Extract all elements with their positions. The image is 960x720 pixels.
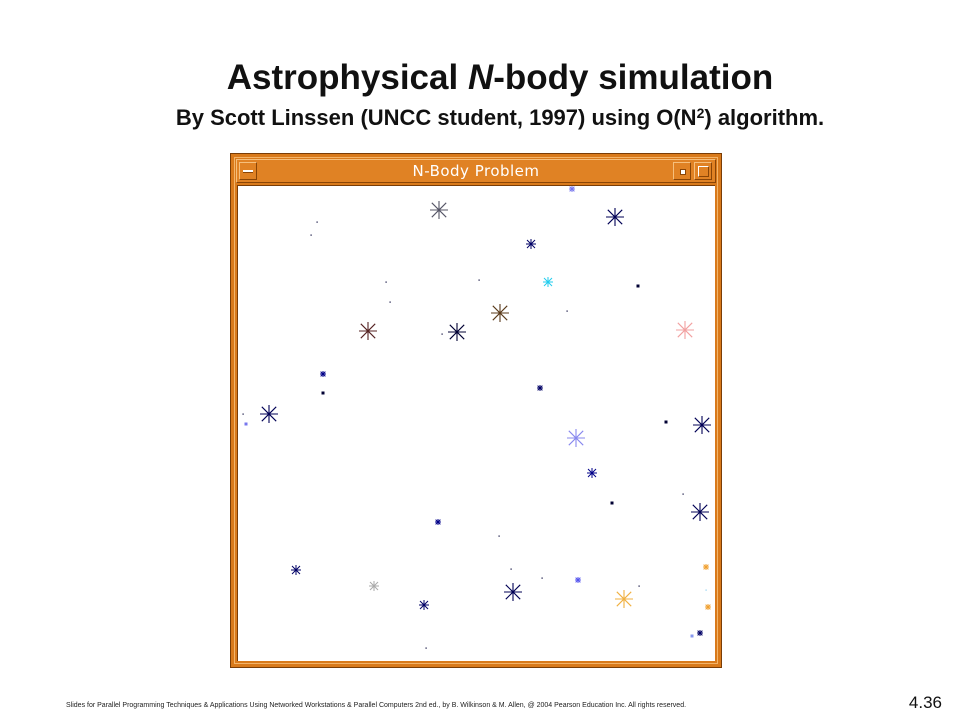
- body-star-large: [691, 503, 709, 521]
- simulation-svg: [242, 186, 711, 649]
- body-star-large: [606, 208, 624, 226]
- body-square: [664, 420, 668, 424]
- window-titlebar[interactable]: N-Body Problem: [236, 159, 716, 183]
- body-star-large: [567, 429, 585, 447]
- body-star-large: [359, 322, 377, 340]
- simulation-canvas: [237, 185, 715, 661]
- body-square: [321, 391, 325, 395]
- body-star-large: [504, 583, 522, 601]
- body-star-large: [693, 416, 711, 434]
- body-dot: [566, 310, 568, 312]
- body-dot: [441, 333, 443, 335]
- body-dot: [425, 647, 427, 649]
- slide-footer: Slides for Parallel Programming Techniqu…: [66, 702, 687, 709]
- body-star-small: [697, 630, 703, 636]
- title-suffix: -body simulation: [493, 58, 774, 97]
- window-maximize-button[interactable]: [694, 162, 712, 180]
- body-star-small: [320, 371, 326, 377]
- title-prefix: Astrophysical: [226, 58, 468, 97]
- body-star-large: [676, 321, 694, 339]
- window-frame: [234, 157, 718, 664]
- body-star-small: [435, 519, 441, 525]
- body-star-small: [575, 577, 581, 583]
- body-star-small: [569, 186, 575, 192]
- body-star-large: [448, 323, 466, 341]
- body-square: [636, 284, 640, 288]
- body-star-medium: [543, 277, 553, 287]
- body-star-large: [430, 201, 448, 219]
- slide-subtitle: By Scott Linssen (UNCC student, 1997) us…: [0, 103, 960, 133]
- body-star-small: [705, 604, 711, 610]
- body-star-medium: [587, 468, 597, 478]
- body-star-large: [491, 304, 509, 322]
- body-dot: [498, 535, 500, 537]
- body-square: [244, 422, 248, 426]
- body-dot: [478, 279, 480, 281]
- body-dot: [385, 281, 387, 283]
- body-dot: [541, 577, 543, 579]
- body-dot: [682, 493, 684, 495]
- body-dot: [510, 568, 512, 570]
- body-dot: [638, 585, 640, 587]
- slide-title: Astrophysical N-body simulation: [0, 56, 960, 100]
- body-dot: [242, 413, 244, 415]
- window-minimize-button[interactable]: [673, 162, 691, 180]
- body-star-medium: [291, 565, 301, 575]
- subtitle-superscript: 2: [696, 105, 705, 121]
- subtitle-suffix: ) algorithm.: [704, 105, 825, 130]
- body-square: [690, 634, 694, 638]
- body-star-medium: [419, 600, 429, 610]
- body-dot: [310, 234, 312, 236]
- body-square: [610, 501, 614, 505]
- body-star-small: [703, 564, 709, 570]
- body-star-medium: [526, 239, 536, 249]
- body-star-large: [260, 405, 278, 423]
- body-star-small: [537, 385, 543, 391]
- title-italic-n: N: [467, 58, 494, 97]
- body-dot: [389, 301, 391, 303]
- subtitle-prefix: By Scott Linssen (UNCC student, 1997) us…: [175, 105, 697, 130]
- body-star-medium: [369, 581, 379, 591]
- slide-number: 4.36: [908, 693, 942, 712]
- nbody-window[interactable]: N-Body Problem: [230, 153, 722, 668]
- body-dot: [705, 589, 707, 591]
- window-menu-button[interactable]: [239, 162, 257, 180]
- body-dot: [316, 221, 318, 223]
- window-title: N-Body Problem: [412, 162, 540, 180]
- body-star-large: [615, 590, 633, 608]
